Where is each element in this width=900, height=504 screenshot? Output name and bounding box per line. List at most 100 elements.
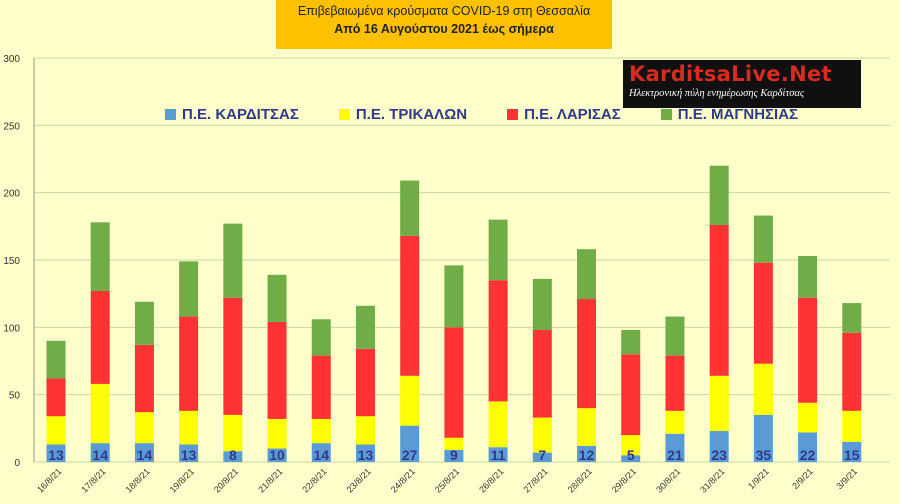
bar-segment: [665, 433, 685, 462]
x-tick-label: 26/8/21: [477, 466, 505, 494]
legend-label: Π.Ε. ΛΑΡΙΣΑΣ: [524, 106, 621, 123]
bar-segment: [444, 437, 464, 450]
x-tick-label: 27/8/21: [521, 466, 549, 494]
bar-segment: [179, 316, 199, 411]
bar-segment: [179, 444, 199, 462]
bar-segment: [842, 332, 862, 411]
bar-segment: [90, 383, 110, 444]
bar-segment: [532, 278, 552, 331]
bar-segment: [400, 235, 420, 376]
bar-segment: [753, 363, 773, 415]
data-label: 13: [358, 447, 374, 463]
bar-segment: [267, 448, 287, 462]
bar-segment: [400, 425, 420, 462]
data-label: 10: [269, 447, 285, 463]
legend-label: Π.Ε. ΤΡΙΚΑΛΩΝ: [355, 106, 468, 123]
karditsalive-logo: KarditsaLive.Net Ηλεκτρονική πύλη ενημέρ…: [623, 60, 861, 108]
bar-segment: [355, 348, 375, 417]
bar-segment: [400, 375, 420, 426]
bar-segment: [355, 416, 375, 445]
x-tick-label: 2/9/21: [790, 466, 815, 491]
bar-segment: [621, 330, 641, 355]
bar-segment: [311, 355, 331, 419]
bar-segment: [577, 445, 597, 462]
data-label: 15: [844, 447, 860, 463]
bar-segment: [267, 418, 287, 449]
x-tick-label: 30/8/21: [654, 466, 682, 494]
bar-segment: [532, 417, 552, 453]
bar-segment: [311, 418, 331, 444]
logo-tagline: Ηλεκτρονική πύλη ενημέρωσης Καρδίτσας: [629, 88, 805, 99]
logo-name: KarditsaLive.Net: [629, 62, 832, 86]
y-axis-ticks: 0 50 100 150 200 250 300: [3, 54, 20, 469]
data-label: 7: [538, 447, 546, 463]
chart-title-box: Επιβεβαιωμένα κρούσματα COVID-19 στη Θεσ…: [276, 0, 612, 49]
bar-segment: [665, 355, 685, 411]
data-label: 22: [800, 447, 816, 463]
data-label: 13: [181, 447, 197, 463]
data-label: 27: [402, 447, 418, 463]
bar-segment: [709, 375, 729, 432]
bar-segment: [753, 414, 773, 462]
bar-segment: [798, 297, 818, 403]
bar-segment: [577, 408, 597, 446]
bar-segment: [665, 316, 685, 356]
data-label: 35: [756, 447, 772, 463]
x-tick-label: 19/8/21: [168, 466, 196, 494]
legend-label: Π.Ε. ΚΑΡΔΙΤΣΑΣ: [182, 106, 299, 123]
x-tick-label: 22/8/21: [300, 466, 328, 494]
bar-segment: [621, 435, 641, 456]
legend-item: Π.Ε. ΚΑΡΔΙΤΣΑΣ: [165, 106, 299, 123]
bar-segment: [267, 321, 287, 419]
bar-segment: [134, 412, 154, 444]
bar-segment: [134, 301, 154, 345]
x-tick-label: 25/8/21: [433, 466, 461, 494]
y-tick-label: 250: [3, 121, 20, 132]
bar-segment: [223, 451, 243, 462]
legend: Π.Ε. ΚΑΡΔΙΤΣΑΣ Π.Ε. ΤΡΙΚΑΛΩΝ Π.Ε. ΛΑΡΙΣΑΣ Π…: [165, 106, 838, 123]
bar-segment: [798, 402, 818, 433]
legend-swatch: [338, 109, 350, 120]
data-label: 14: [137, 447, 153, 463]
bar-segment: [355, 444, 375, 462]
bar-segment: [444, 327, 464, 438]
bar-segment: [46, 378, 66, 417]
bar-segment: [444, 265, 464, 328]
bar-segment: [134, 344, 154, 413]
bar-segment: [842, 441, 862, 462]
bar-segment: [798, 432, 818, 462]
bar-segment: [179, 261, 199, 317]
x-tick-label: 17/8/21: [79, 466, 107, 494]
bar-segment: [355, 305, 375, 349]
bar-segment: [488, 447, 508, 462]
legend-item: Π.Ε. ΛΑΡΙΣΑΣ: [507, 106, 621, 123]
x-tick-label: 21/8/21: [256, 466, 284, 494]
bar-segment: [842, 303, 862, 333]
bar-segment: [709, 165, 729, 225]
bar-segment: [753, 215, 773, 263]
x-tick-label: 28/8/21: [566, 466, 594, 494]
data-label: 23: [711, 447, 727, 463]
bar-segment: [90, 443, 110, 462]
data-labels: 13 14 14 13 8 10 14 13 27 9 11 7 12 5 21 23 35 22 15: [48, 447, 860, 463]
bar-segment: [134, 443, 154, 462]
data-label: 21: [667, 447, 683, 463]
x-tick-label: 18/8/21: [124, 466, 152, 494]
y-tick-label: 50: [9, 391, 21, 402]
bar-segment: [223, 297, 243, 415]
legend-swatch: [165, 109, 176, 120]
x-tick-label: 1/9/21: [746, 466, 771, 491]
bar-segment: [665, 410, 685, 434]
legend-label: Π.Ε. ΜΑΓΝΗΣΙΑΣ: [677, 106, 799, 123]
bar-segment: [46, 416, 66, 445]
chart-title: Επιβεβαιωμένα κρούσματα COVID-19 στη Θεσ…: [297, 4, 591, 18]
bar-segment: [621, 354, 641, 436]
bars: [46, 165, 862, 462]
bar-segment: [577, 299, 597, 409]
bar-segment: [842, 410, 862, 442]
legend-item: Π.Ε. ΜΑΓΝΗΣΙΑΣ: [660, 106, 799, 123]
data-label: 5: [627, 447, 635, 463]
bar-segment: [577, 249, 597, 300]
data-label: 14: [313, 447, 329, 463]
